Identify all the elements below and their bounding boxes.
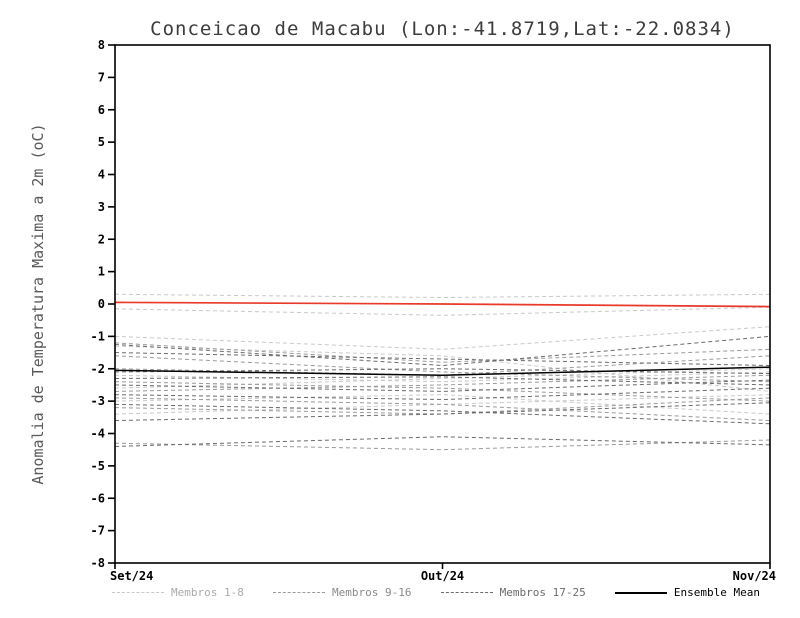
svg-text:Out/24: Out/24	[421, 569, 464, 583]
svg-text:Set/24: Set/24	[110, 569, 153, 583]
svg-text:6: 6	[98, 103, 105, 117]
svg-text:Nov/24: Nov/24	[733, 569, 776, 583]
legend-item-membros-1-8: Membros 1-8	[112, 586, 244, 599]
svg-text:-2: -2	[91, 362, 105, 376]
svg-text:3: 3	[98, 200, 105, 214]
svg-text:-1: -1	[91, 329, 105, 343]
svg-text:-3: -3	[91, 394, 105, 408]
solid-line-swatch	[614, 591, 667, 594]
svg-text:-5: -5	[91, 459, 105, 473]
dashed-line-swatch	[440, 592, 493, 593]
svg-text:8: 8	[98, 38, 105, 52]
legend-label: Ensemble Mean	[673, 586, 760, 599]
dashed-line-swatch	[112, 592, 164, 593]
svg-text:2: 2	[98, 232, 105, 246]
svg-text:4: 4	[98, 168, 105, 182]
svg-text:5: 5	[98, 135, 105, 149]
svg-text:1: 1	[98, 265, 105, 279]
legend-label: Membros 1-8	[171, 586, 244, 599]
legend-item-membros-9-16: Membros 9-16	[273, 586, 412, 599]
svg-text:-7: -7	[91, 524, 105, 538]
legend-label: Membros 9-16	[332, 586, 412, 599]
svg-text:-8: -8	[91, 556, 105, 570]
chart-title: Conceicao de Macabu (Lon:-41.8719,Lat:-2…	[150, 18, 735, 40]
svg-text:-4: -4	[91, 427, 105, 441]
svg-text:7: 7	[98, 70, 105, 84]
legend-item-membros-17-25: Membros 17-25	[440, 586, 586, 599]
legend-label: Membros 17-25	[499, 586, 586, 599]
chart-legend: Membros 1-8 Membros 9-16 Membros 17-25 E…	[112, 586, 760, 599]
svg-text:0: 0	[98, 297, 105, 311]
svg-text:-6: -6	[91, 491, 105, 505]
dashed-line-swatch	[273, 592, 326, 593]
legend-item-ensemble-mean: Ensemble Mean	[614, 586, 760, 599]
